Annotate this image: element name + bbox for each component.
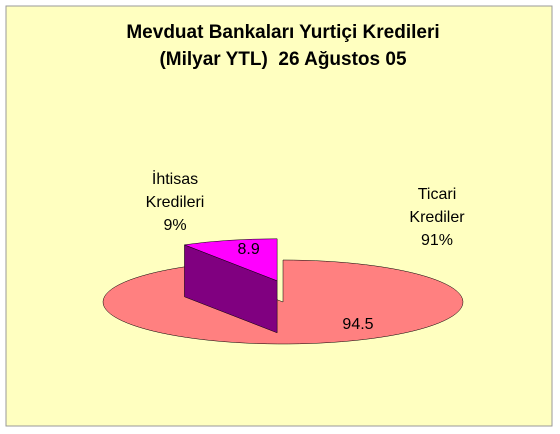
percent-label: 9%	[163, 217, 187, 234]
data-label: 94.5	[342, 316, 373, 333]
chart-title: Mevduat Bankaları Yurtiçi Kredileri	[126, 22, 439, 43]
slice-label: Ticari Krediler 91%	[397, 183, 477, 252]
data-label: 8.9	[238, 241, 260, 258]
category-label: İhtisas Kredileri	[145, 171, 205, 211]
slice	[102, 259, 464, 345]
slice	[183, 238, 278, 282]
chart-title: (Milyar YTL) 26 Ağustos 05	[159, 49, 406, 70]
chart-background	[5, 5, 553, 427]
percent-label: 91%	[420, 232, 454, 249]
category-label: Ticari Krediler	[409, 186, 465, 226]
slice-label: İhtisas Kredileri 9%	[135, 168, 215, 237]
